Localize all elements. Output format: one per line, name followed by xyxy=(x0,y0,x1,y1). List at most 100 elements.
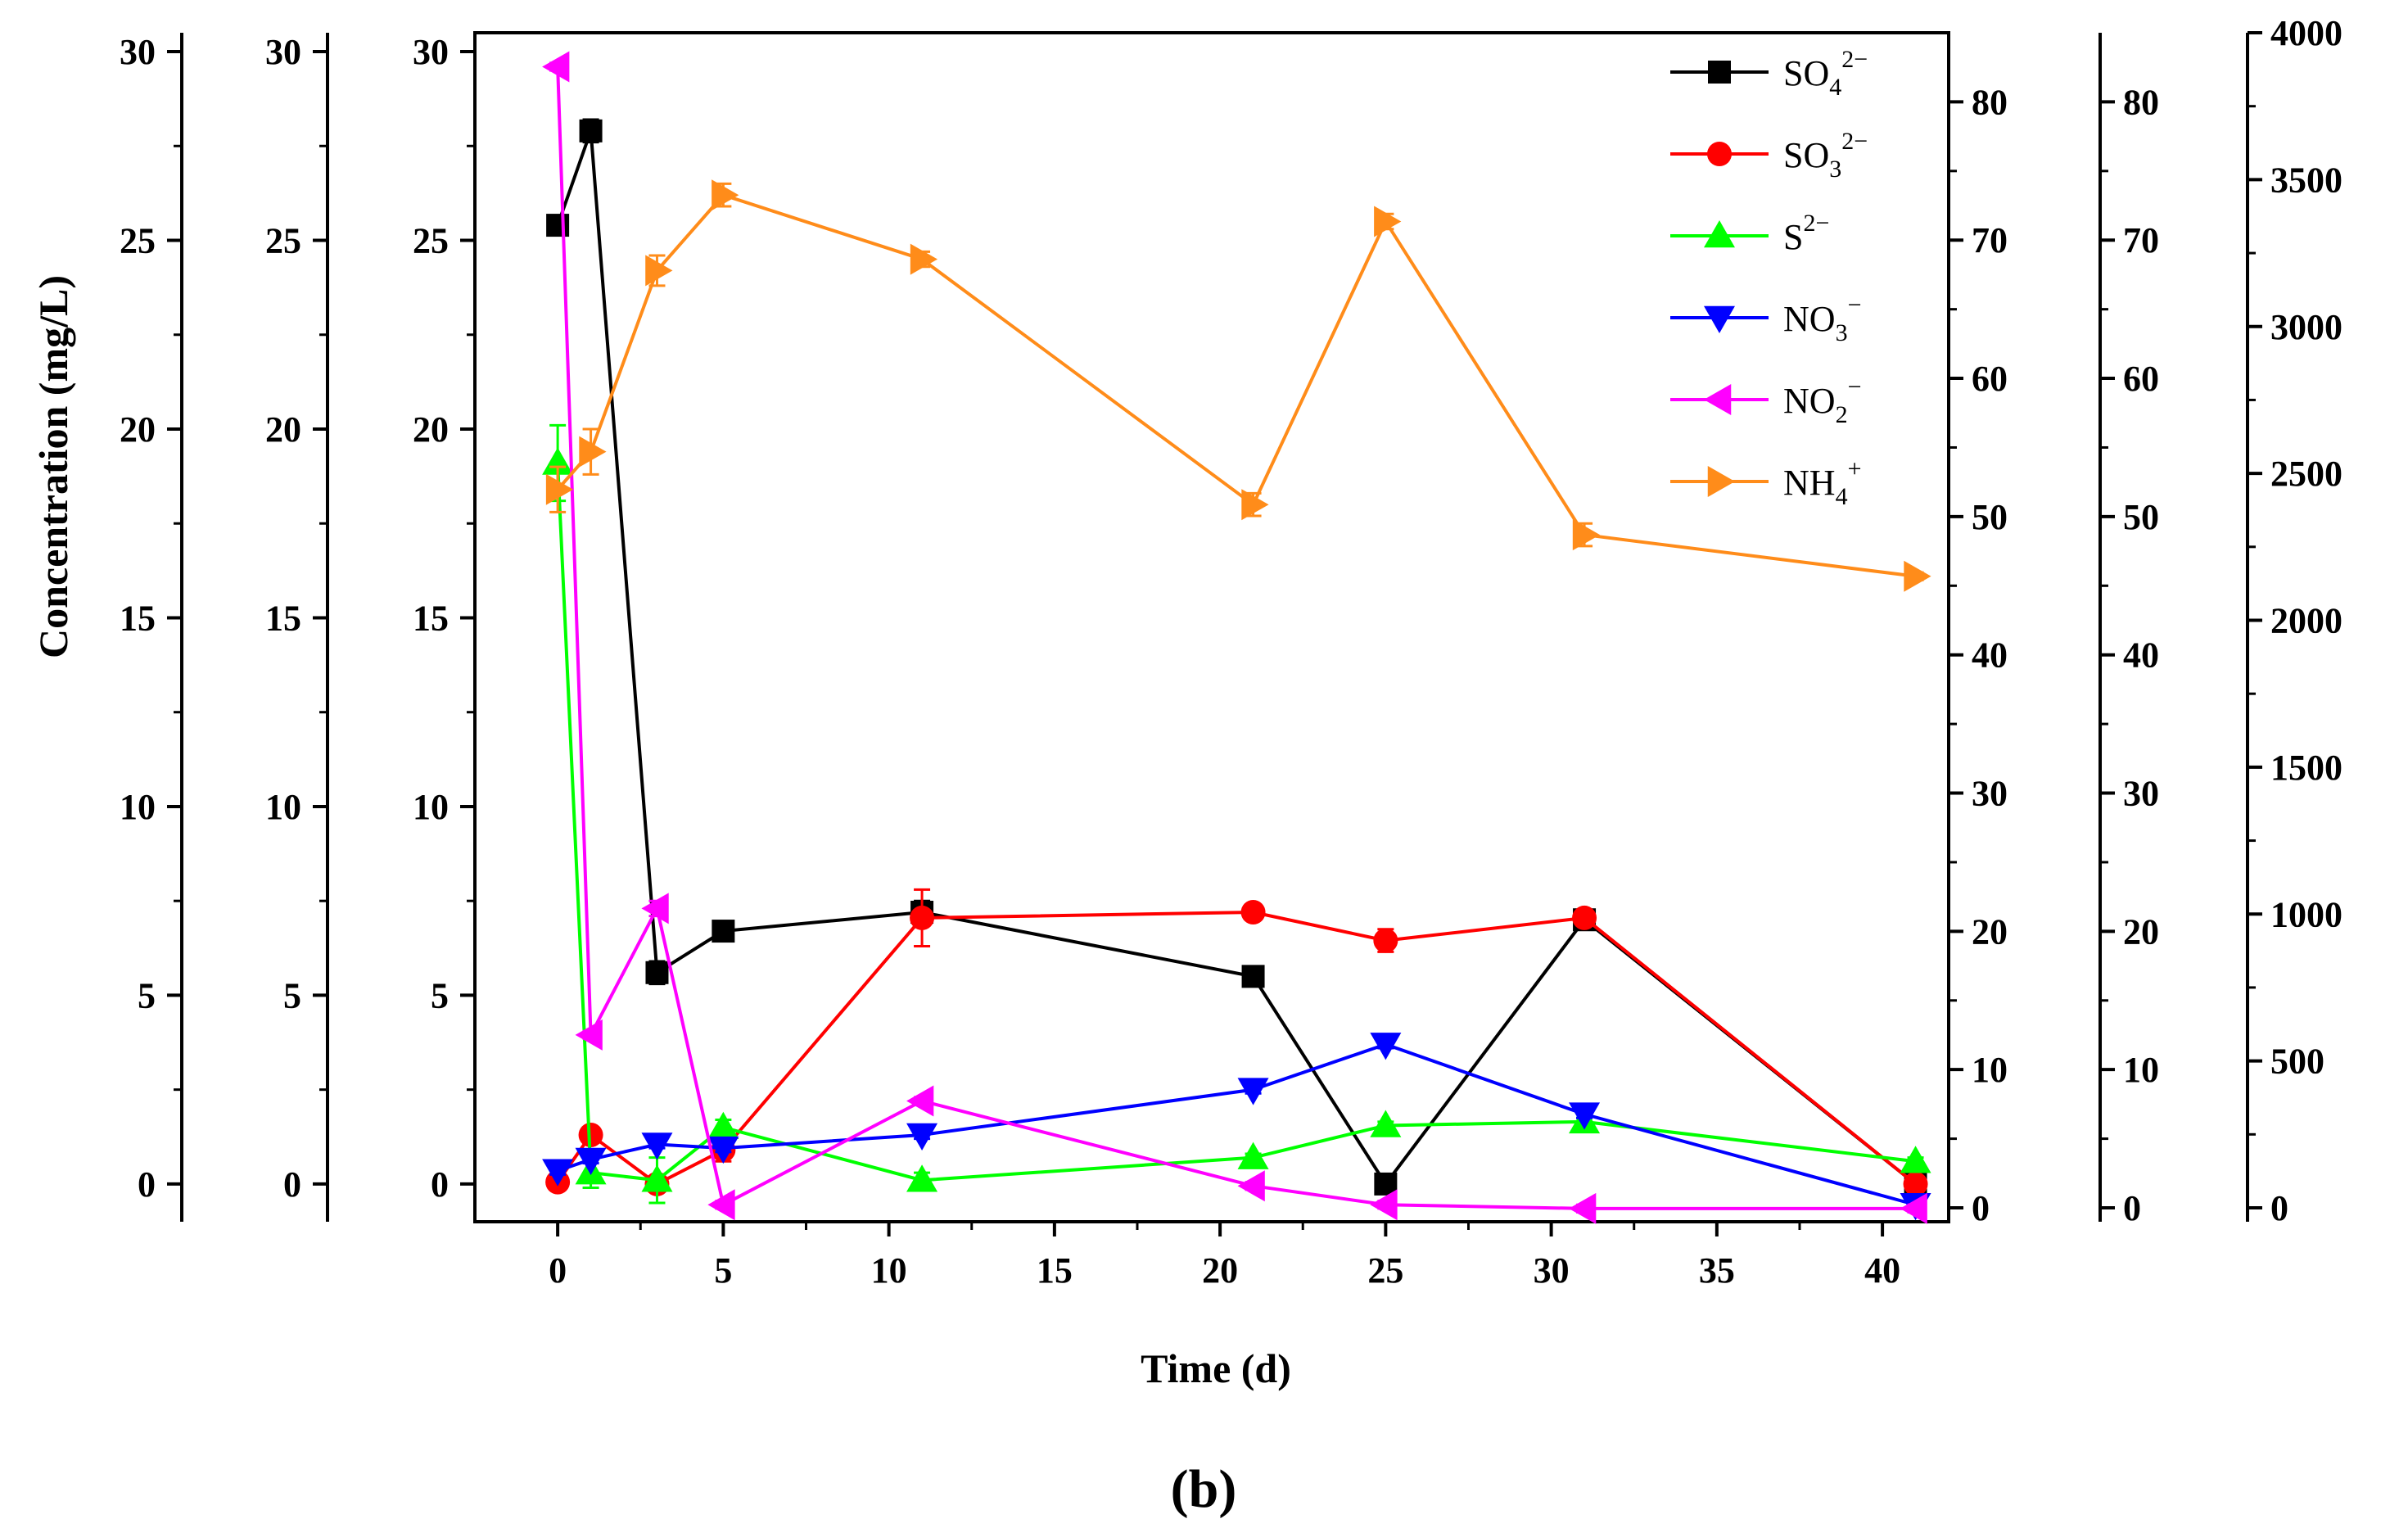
series-5 xyxy=(545,179,1931,592)
data-point xyxy=(906,1123,938,1151)
x-tick-label: 0 xyxy=(549,1250,567,1291)
y-right-tick-label: 30 xyxy=(1972,774,2008,814)
y-tick-label: 0 xyxy=(283,1164,301,1205)
data-point xyxy=(1900,1146,1931,1173)
data-point xyxy=(645,255,673,287)
data-point xyxy=(1370,1110,1402,1137)
data-point xyxy=(1569,1102,1601,1130)
legend-label-main: NO xyxy=(1783,381,1836,421)
data-point xyxy=(1373,928,1398,953)
legend-item: NH4+ xyxy=(1670,455,1861,510)
legend-label-sup: − xyxy=(1848,373,1862,400)
data-point xyxy=(910,243,938,275)
y-tick-label: 20 xyxy=(120,409,156,450)
y-right-tick-label: 0 xyxy=(1972,1188,1990,1228)
legend-marker xyxy=(1704,305,1735,333)
y-right-tick-label: 0 xyxy=(2270,1188,2288,1228)
y-right-tick-label: 2500 xyxy=(2270,454,2342,494)
data-point xyxy=(1904,560,1931,592)
legend-label-sup: − xyxy=(1848,292,1862,319)
y-right-tick-label: 70 xyxy=(2123,220,2159,260)
legend-label: NH4+ xyxy=(1783,455,1861,510)
y-right-tick-label: 60 xyxy=(1972,359,2008,399)
y-tick-label: 20 xyxy=(413,409,449,450)
y-tick-label: 15 xyxy=(413,598,449,638)
y-right-tick-label: 2000 xyxy=(2270,601,2342,641)
legend-marker xyxy=(1704,384,1732,415)
y-tick-label: 5 xyxy=(283,975,301,1015)
data-point xyxy=(578,1122,603,1147)
legend-label-sub: 4 xyxy=(1829,74,1841,101)
data-point xyxy=(542,1159,574,1187)
legend-label-main: SO xyxy=(1783,135,1829,175)
legend-label-sup: + xyxy=(1848,455,1862,482)
y-right-tick-label: 30 xyxy=(2123,774,2159,814)
legend-item: NO2− xyxy=(1670,373,1861,428)
data-point xyxy=(1241,489,1269,521)
data-point xyxy=(1370,1189,1398,1221)
y-right-tick-label: 10 xyxy=(1972,1050,2008,1090)
legend-label-sub: 2 xyxy=(1836,401,1848,428)
legend-label-sup: 2− xyxy=(1841,46,1868,73)
data-point xyxy=(641,1132,673,1160)
legend-label: SO32− xyxy=(1783,128,1868,183)
y-tick-label: 25 xyxy=(120,221,156,261)
y-right-tick-label: 20 xyxy=(1972,911,2008,952)
y-tick-label: 30 xyxy=(120,32,156,72)
x-tick-label: 25 xyxy=(1367,1250,1403,1291)
y-right-tick-label: 10 xyxy=(2123,1050,2159,1090)
y-right-tick-label: 3500 xyxy=(2270,160,2342,200)
legend-item: SO32− xyxy=(1670,128,1868,183)
data-point xyxy=(1370,1033,1402,1060)
y-tick-label: 25 xyxy=(265,221,301,261)
y-right-tick-label: 50 xyxy=(1972,497,2008,537)
x-tick-label: 15 xyxy=(1037,1250,1073,1291)
panel-label: (b) xyxy=(1171,1459,1237,1519)
data-point xyxy=(1900,1192,1927,1224)
x-tick-label: 10 xyxy=(871,1250,907,1291)
series-line xyxy=(556,911,1917,1187)
y-right-tick-label: 500 xyxy=(2270,1042,2324,1082)
plot-frame xyxy=(473,31,1950,1223)
series-4 xyxy=(542,51,1927,1224)
y-tick-label: 25 xyxy=(413,221,449,261)
series-line xyxy=(556,463,1916,1182)
legend-label-main: S xyxy=(1783,217,1803,257)
y-right-tick-label: 3000 xyxy=(2270,307,2342,347)
data-point xyxy=(1572,519,1601,551)
series-line xyxy=(556,130,1917,1187)
y-right-tick-label: 4000 xyxy=(2270,13,2342,53)
y-tick-label: 0 xyxy=(138,1164,156,1205)
data-point xyxy=(707,1111,739,1140)
data-point xyxy=(906,1164,938,1192)
data-point xyxy=(579,436,607,468)
data-point xyxy=(641,893,669,924)
y-right-tick-label: 0 xyxy=(2123,1188,2141,1228)
y-right-tick-label: 60 xyxy=(2123,359,2159,399)
data-point xyxy=(1240,900,1266,925)
data-point xyxy=(910,905,935,930)
y-right-tick-label: 50 xyxy=(2123,497,2159,537)
legend-label: S2− xyxy=(1783,210,1829,257)
data-point xyxy=(1572,905,1597,930)
legend-label: NO2− xyxy=(1783,373,1861,428)
legend-item: SO42− xyxy=(1670,46,1868,101)
legend: SO42−SO32−S2−NO3−NO2−NH4+ xyxy=(1670,46,1868,510)
x-tick-label: 40 xyxy=(1864,1250,1900,1291)
data-point xyxy=(712,179,739,211)
y-right-tick-label: 40 xyxy=(2123,635,2159,676)
y-tick-label: 5 xyxy=(138,975,156,1015)
y-right-tick-label: 70 xyxy=(1972,220,2008,260)
data-point xyxy=(575,1019,603,1051)
y-tick-label: 10 xyxy=(413,787,449,827)
legend-label: SO42− xyxy=(1783,46,1868,101)
y-axis-title: Concentration (mg/L) xyxy=(30,275,76,658)
legend-marker xyxy=(1707,466,1735,497)
y-right-tick-label: 40 xyxy=(1972,635,2008,676)
y-right-tick-label: 80 xyxy=(1972,82,2008,122)
y-tick-label: 10 xyxy=(265,787,301,827)
data-point xyxy=(707,1136,739,1164)
data-point xyxy=(1241,965,1265,988)
y-right-tick-label: 1000 xyxy=(2270,894,2342,934)
